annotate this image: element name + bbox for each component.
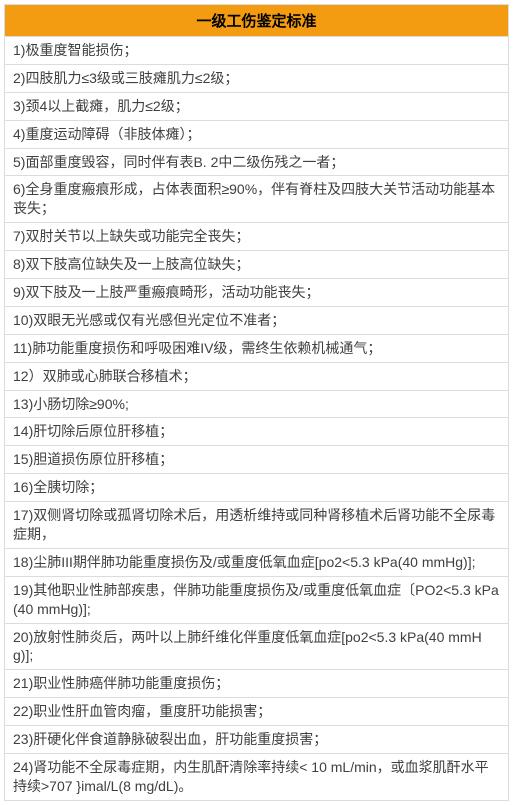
table-row: 21)职业性肺癌伴肺功能重度损伤；: [5, 670, 509, 698]
table-row: 15)胆道损伤原位肝移植；: [5, 446, 509, 474]
table-row: 5)面部重度毁容，同时伴有表B. 2中二级伤残之一者；: [5, 148, 509, 176]
table-row: 14)肝切除后原位肝移植；: [5, 418, 509, 446]
table-row: 19)其他职业性肺部疾患，伴肺功能重度损伤及/或重度低氧血症〔PO2<5.3 k…: [5, 576, 509, 623]
table-row: 4)重度运动障碍（非肢体瘫）；: [5, 120, 509, 148]
table-row: 11)肺功能重度损伤和呼吸困难IV级，需终生依赖机械通气；: [5, 334, 509, 362]
table-row: 3)颈4以上截瘫，肌力≤2级；: [5, 92, 509, 120]
table-row: 7)双肘关节以上缺失或功能完全丧失；: [5, 223, 509, 251]
table-row: 22)职业性肝血管肉瘤，重度肝功能损害；: [5, 698, 509, 726]
table-row: 6)全身重度瘢痕形成，占体表面积≥90%，伴有脊柱及四肢大关节活动功能基本丧失；: [5, 176, 509, 223]
table-row: 23)肝硬化伴食道静脉破裂出血，肝功能重度损害；: [5, 726, 509, 754]
table-row: 1)极重度智能损伤；: [5, 37, 509, 65]
table-row: 24)肾功能不全尿毒症期，内生肌酐清除率持续< 10 mL/min，或血浆肌酐水…: [5, 754, 509, 801]
table-body: 1)极重度智能损伤；2)四肢肌力≤3级或三肢瘫肌力≤2级；3)颈4以上截瘫，肌力…: [5, 37, 509, 801]
table-row: 13)小肠切除≥90%;: [5, 390, 509, 418]
table-row: 2)四肢肌力≤3级或三肢瘫肌力≤2级；: [5, 64, 509, 92]
standards-table: 一级工伤鉴定标准 1)极重度智能损伤；2)四肢肌力≤3级或三肢瘫肌力≤2级；3)…: [4, 4, 509, 801]
table-row: 9)双下肢及一上肢严重瘢痕畸形，活动功能丧失；: [5, 279, 509, 307]
table-row: 18)尘肺III期伴肺功能重度损伤及/或重度低氧血症[po2<5.3 kPa(4…: [5, 548, 509, 576]
table-header: 一级工伤鉴定标准: [5, 5, 509, 37]
table-row: 17)双侧肾切除或孤肾切除术后，用透析维持或同种肾移植术后肾功能不全尿毒症期，: [5, 502, 509, 549]
table-row: 20)放射性肺炎后，两叶以上肺纤维化伴重度低氧血症[po2<5.3 kPa(40…: [5, 623, 509, 670]
table-row: 10)双眼无光感或仅有光感但光定位不准者；: [5, 306, 509, 334]
table-row: 12）双肺或心肺联合移植术；: [5, 362, 509, 390]
table-row: 16)全胰切除；: [5, 474, 509, 502]
table-row: 8)双下肢高位缺失及一上肢高位缺失；: [5, 251, 509, 279]
